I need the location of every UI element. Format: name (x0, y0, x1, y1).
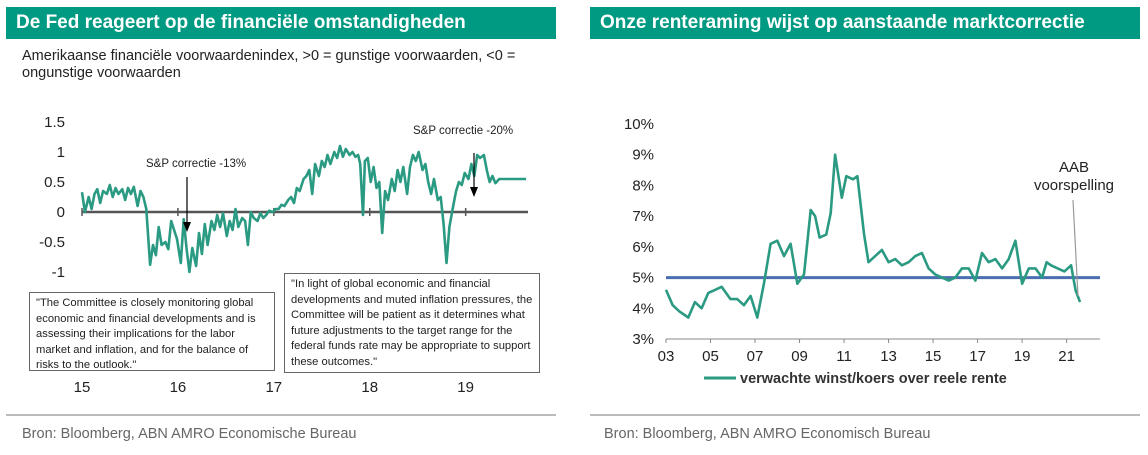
x-tick-label: 15 (74, 379, 91, 396)
y-tick-label: 1.5 (44, 114, 65, 131)
arrowhead-sp-13 (183, 222, 191, 232)
y-tick-label: 1 (57, 144, 65, 161)
annotation-sp-13: S&P correctie -13% (146, 158, 246, 170)
left-divider (6, 414, 556, 416)
left-panel-title: De Fed reageert op de financiële omstand… (6, 7, 556, 39)
y-tick-label: 10% (624, 116, 654, 133)
y-tick-label: 6% (632, 239, 654, 256)
left-panel-subtitle: Amerikaanse financiële voorwaardenindex,… (22, 48, 516, 81)
x-tick-label: 21 (1058, 348, 1075, 365)
forecast-pointer (1072, 199, 1079, 297)
annotation-sp-20: S&P correctie -20% (413, 125, 513, 137)
y-tick-label: 8% (632, 177, 654, 194)
legend-label: verwachte winst/koers over reele rente (740, 371, 1007, 387)
y-tick-label: 7% (632, 208, 654, 225)
x-tick-label: 11 (836, 348, 852, 365)
x-tick-label: 03 (658, 348, 675, 365)
y-tick-label: 4% (632, 300, 654, 317)
x-tick-label: 19 (457, 379, 474, 396)
right-divider (590, 414, 1140, 416)
quote-box-2015: "The Committee is closely monitoring glo… (29, 292, 275, 371)
x-tick-label: 13 (880, 348, 897, 365)
y-tick-label: 9% (632, 147, 654, 164)
x-tick-label: 15 (925, 348, 942, 365)
y-tick-label: 0.5 (44, 174, 65, 191)
forecast-annotation: AAB voorspelling (1034, 159, 1114, 194)
earnings-yield-line (664, 153, 1082, 319)
x-tick-label: 09 (791, 348, 808, 365)
x-tick-label: 17 (969, 348, 986, 365)
right-chart: 3% 4% 5% 6% 7% 8% 9% 10% 03 05 07 09 11 13 15 17 19 21 A… (624, 116, 1114, 387)
y-tick-label: -0.5 (39, 234, 65, 251)
quote-box-2019: "In light of global economic and financi… (284, 273, 540, 373)
left-source: Bron: Bloomberg, ABN AMRO Economische Bu… (22, 426, 357, 442)
y-tick-label: -1 (52, 264, 65, 281)
x-tick-label: 05 (702, 348, 719, 365)
forecast-annotation-line: voorspelling (1034, 177, 1114, 194)
x-tick-label: 07 (747, 348, 764, 365)
forecast-annotation-line: AAB (1059, 159, 1089, 176)
left-chart: 1.5 1 0.5 0 -0.5 -1 15 16 17 18 19 S&P correctie … (39, 114, 528, 396)
arrowhead-sp-20 (470, 187, 478, 197)
x-tick-label: 17 (265, 379, 282, 396)
x-tick-label: 19 (1014, 348, 1031, 365)
right-panel-title: Onze renteraming wijst op aanstaande mar… (590, 7, 1140, 39)
financial-conditions-line (80, 144, 527, 274)
x-tick-label: 16 (170, 379, 187, 396)
y-tick-label: 3% (632, 331, 654, 348)
y-tick-label: 0 (57, 204, 65, 221)
x-tick-label: 18 (361, 379, 378, 396)
y-tick-label: 5% (632, 270, 654, 287)
right-source: Bron: Bloomberg, ABN AMRO Economisch Bur… (604, 426, 931, 442)
